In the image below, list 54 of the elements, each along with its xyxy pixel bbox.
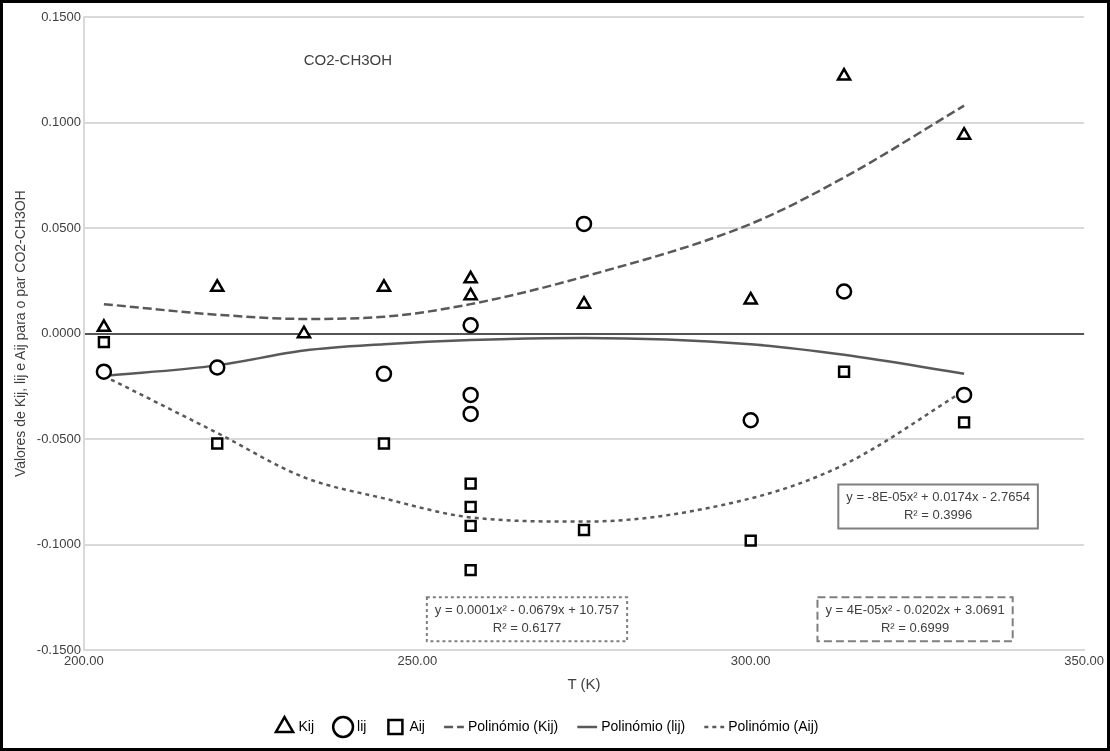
point [376,279,392,292]
point [464,563,477,577]
point [462,405,479,423]
annotation: y = -8E-05x² + 0.0174x - 2.7654 R² = 0.3996 [846,489,1030,523]
x-tick-label: 250.00 [397,652,438,668]
annotation: CO2-CH3OH [303,51,393,69]
point [462,317,479,334]
y-axis-title: Valores de Kij, lij e Aij para o par CO2-CH3OH [12,190,29,478]
point [211,437,224,450]
legend-label: lij [357,717,367,734]
point [957,416,971,429]
y-tick-label: -0.1000 [36,536,81,552]
point [835,283,853,300]
point [956,126,972,140]
y-tick-label: -0.0500 [36,430,81,446]
legend-label: Aij [409,717,425,734]
point [95,363,113,380]
point [96,319,112,333]
point [463,270,478,284]
point [836,67,852,81]
y-tick-label: 0.1000 [41,114,81,130]
point [377,437,391,450]
point [577,523,591,537]
x-tick-label: 300.00 [730,652,771,668]
point [209,359,226,376]
x-axis-title: T (K) [567,675,601,693]
point [209,279,225,292]
annotation: y = 4E-05x² - 0.0202x + 3.0691 R² = 0.6999 [825,601,1005,635]
legend-label: Polinómio (Kij) [467,717,559,734]
point [744,534,757,547]
legend-label: Polinómio (lij) [601,717,686,734]
point [464,519,477,533]
point [576,295,592,309]
legend-label: Polinómio (Aij) [728,717,819,734]
annotation: y = 0.0001x² - 0.0679x + 10.757 R² = 0.6177 [434,601,620,635]
y-tick-label: 0.0000 [41,325,81,341]
point [296,325,312,339]
legend-label: Kij [298,717,315,734]
y-tick-label: 0.0500 [41,219,81,235]
point [375,365,393,383]
y-tick-label: -0.1500 [36,641,81,657]
point [97,335,111,349]
point [575,215,593,233]
y-tick-label: 0.1500 [41,8,81,24]
point [464,477,477,490]
point [955,386,973,404]
point [742,412,759,429]
point [837,365,851,378]
point [463,287,478,301]
line-series [102,104,966,321]
x-tick-label: 350.00 [1064,652,1104,668]
point [464,500,477,514]
point [462,386,479,404]
point [743,291,759,305]
